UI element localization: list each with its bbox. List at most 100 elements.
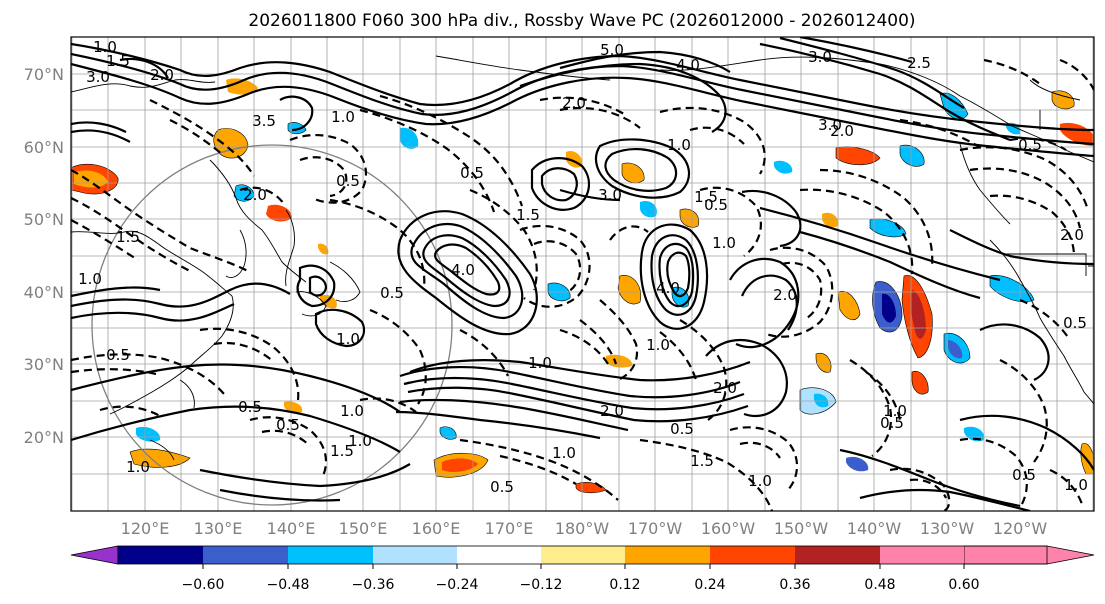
lon-label: 150°W — [774, 519, 829, 538]
colorbar-tick-label: 0.12 — [609, 577, 640, 593]
contour-label: 0.5 — [1012, 466, 1036, 484]
lon-label: 170°E — [485, 519, 534, 538]
contour-label: 1.0 — [667, 136, 691, 154]
shade-patch — [910, 290, 926, 339]
contour-label: 1.0 — [331, 108, 355, 126]
colorbar-tick-label: −0.12 — [520, 577, 563, 593]
contour-label: 1.0 — [528, 354, 552, 372]
contour-label: 2.0 — [830, 122, 854, 140]
map-frame — [70, 36, 1095, 512]
contour-label: 0.5 — [238, 398, 262, 416]
colorbar-tick-label: −0.60 — [182, 577, 225, 593]
contour-label: 2.0 — [243, 186, 267, 204]
contour-label: 2.0 — [1060, 226, 1084, 244]
lat-label: 60°N — [24, 138, 64, 157]
contour-label: 3.5 — [252, 112, 276, 130]
lat-label: 50°N — [24, 210, 64, 229]
colorbar-tick-label: 0.24 — [694, 577, 725, 593]
colorbar-outline — [117, 545, 1048, 565]
shade-patch — [213, 128, 249, 159]
contour-label: 3.0 — [818, 116, 842, 134]
colorbar-tick-label: −0.48 — [267, 577, 310, 593]
contour-label: 4.0 — [676, 56, 700, 74]
colorbar-bin — [288, 546, 373, 564]
colorbar-tick-label: 0.36 — [779, 577, 810, 593]
shade-patch — [318, 243, 329, 255]
shade-patch — [774, 160, 793, 174]
shade-patch — [911, 370, 929, 395]
contour-label: 1.5 — [516, 206, 540, 224]
shade-patch — [822, 212, 839, 228]
contour-label: 1.5 — [690, 452, 714, 470]
contour-label: 2.0 — [562, 94, 586, 112]
colorbar-bin — [880, 546, 964, 564]
shade-patch — [226, 78, 258, 95]
graticule — [71, 37, 1094, 511]
contour-label: 1.0 — [336, 330, 360, 348]
contours — [71, 37, 1094, 511]
contour-label: 5.0 — [600, 41, 624, 59]
contour-label: 0.5 — [106, 346, 130, 364]
contour-label: 1.0 — [78, 270, 102, 288]
latitude-labels: 70°N 60°N 50°N 40°N 30°N 20°N — [24, 65, 64, 447]
lon-label: 120°W — [993, 519, 1048, 538]
contour-label: 2.0 — [150, 66, 174, 84]
contour-label: 0.5 — [1018, 136, 1042, 154]
contour-label: 1.5 — [330, 442, 354, 460]
lat-label: 70°N — [24, 65, 64, 84]
lat-label: 20°N — [24, 428, 64, 447]
longitude-labels: 120°E 130°E 140°E 150°E 160°E 170°E 180°… — [121, 519, 1048, 538]
colorbar-bin — [541, 546, 625, 564]
reference-circle — [91, 144, 453, 506]
colorbar-bin — [373, 546, 457, 564]
shade-patch — [640, 200, 657, 218]
lon-label: 160°E — [412, 519, 461, 538]
contour-label: 1.0 — [126, 458, 150, 476]
contour-label: 0.5 — [490, 478, 514, 496]
shade-patch — [869, 218, 907, 238]
contour-label: 1.0 — [340, 402, 364, 420]
colorbar-bin — [625, 546, 710, 564]
contour-labels: 1.0 1.5 3.0 2.0 5.0 4.0 0.5 3.0 4.0 3.5 … — [78, 38, 1088, 496]
contour-label: 1.5 — [694, 188, 718, 206]
contour-label: 1.0 — [1064, 476, 1088, 494]
colorbar-bin — [203, 546, 288, 564]
shade-patch — [814, 393, 829, 408]
contour-label: 0.5 — [1063, 314, 1087, 332]
coastlines — [71, 55, 1094, 461]
colorbar-tick-label: −0.36 — [352, 577, 395, 593]
contour-label: 3.0 — [598, 186, 622, 204]
colorbar-bin — [118, 546, 203, 564]
figure-title: 2026011800 F060 300 hPa div., Rossby Wav… — [248, 11, 915, 31]
shade-patch — [136, 426, 161, 442]
contour-label: 0.5 — [670, 420, 694, 438]
contour-label: 0.5 — [460, 164, 484, 182]
shade-patch — [815, 352, 832, 373]
contour-label: 1.0 — [348, 432, 372, 450]
shade-patch — [679, 208, 700, 228]
contour-label: 4.0 — [451, 261, 475, 279]
colorbar-extend-min — [70, 545, 119, 565]
lat-label: 40°N — [24, 283, 64, 302]
lon-label: 180°W — [555, 519, 610, 538]
contour-label: 1.0 — [552, 444, 576, 462]
lon-label: 140°E — [267, 519, 316, 538]
contour-label: 3.0 — [808, 48, 832, 66]
contour-label: 0.5 — [704, 196, 728, 214]
shade-patch — [964, 426, 985, 442]
contour-label: 1.0 — [748, 472, 772, 490]
contour-label: 0.5 — [380, 284, 404, 302]
colorbar: −0.60 −0.48 −0.36 −0.24 −0.12 0.12 0.24 … — [70, 545, 1095, 593]
lon-label: 130°E — [194, 519, 243, 538]
shade-patch — [617, 275, 642, 305]
contour-label: 0.5 — [276, 416, 300, 434]
shade-patch — [621, 162, 645, 184]
shade-patch — [1051, 90, 1075, 110]
contour-label: 2.0 — [713, 379, 737, 397]
contour-label: 1.0 — [93, 38, 117, 56]
shade-patch — [948, 340, 963, 359]
shade-patch — [989, 275, 1035, 303]
colorbar-tick-label: −0.24 — [436, 577, 479, 593]
colorbar-bin — [457, 546, 541, 564]
